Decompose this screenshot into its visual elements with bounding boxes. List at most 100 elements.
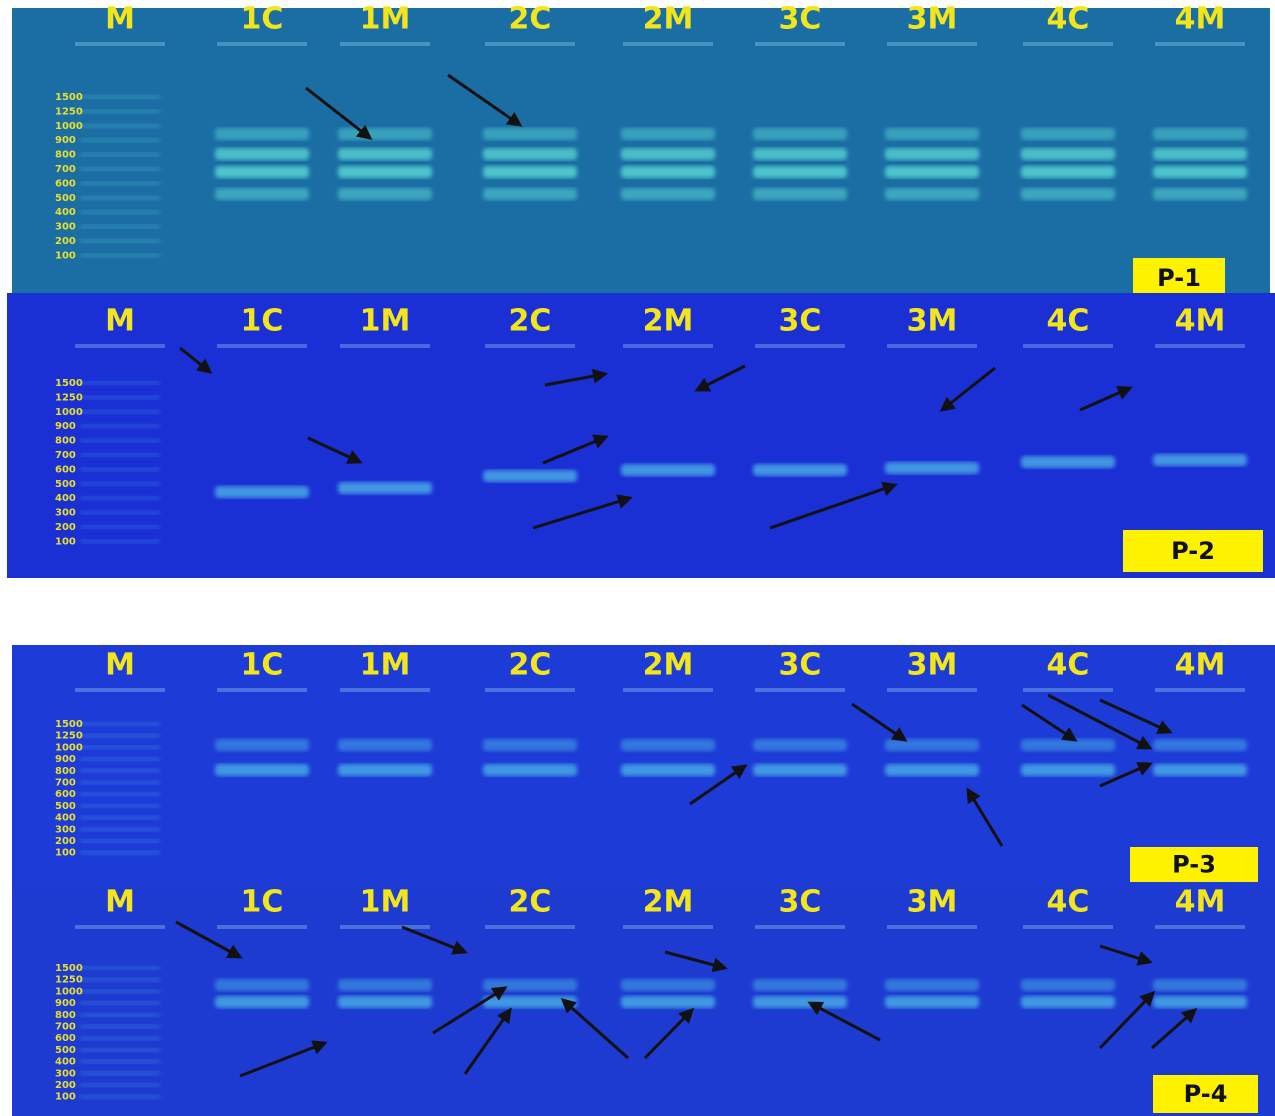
- ladder-band: [80, 816, 160, 820]
- band: [483, 739, 577, 751]
- marker-size-label: 1000: [55, 986, 83, 997]
- band: [753, 188, 847, 200]
- ladder-band: [80, 239, 160, 243]
- marker-size-label: 500: [55, 1045, 76, 1056]
- marker-size-label: 1250: [55, 731, 83, 742]
- lane-label: 3M: [907, 2, 958, 37]
- marker-size-label: 1000: [55, 742, 83, 753]
- marker-size-label: 900: [55, 135, 76, 146]
- marker-size-label: 400: [55, 207, 76, 218]
- lane-label: 1M: [360, 648, 411, 683]
- gel-panel: M1C1M2C2M3C3M4C4M15001250100090080070060…: [7, 293, 1275, 578]
- well: [1023, 688, 1113, 692]
- ladder-band: [80, 395, 160, 399]
- lane-label: 4M: [1175, 648, 1226, 683]
- lane-label: 4M: [1175, 885, 1226, 920]
- band: [483, 188, 577, 200]
- band: [1153, 979, 1247, 991]
- band: [1021, 979, 1115, 991]
- band: [215, 486, 309, 498]
- ladder-band: [80, 181, 160, 185]
- band: [885, 996, 979, 1008]
- band: [1153, 739, 1247, 751]
- well: [340, 925, 430, 929]
- lane-label: 3M: [907, 885, 958, 920]
- marker-size-label: 700: [55, 1022, 76, 1033]
- ladder-band: [80, 1036, 160, 1040]
- band: [1021, 764, 1115, 776]
- marker-size-label: 400: [55, 813, 76, 824]
- lane-label: 3C: [779, 648, 822, 683]
- lane-label: 3C: [779, 885, 822, 920]
- ladder-band: [80, 978, 160, 982]
- well: [75, 344, 165, 348]
- well: [1155, 925, 1245, 929]
- ladder-band: [80, 410, 160, 414]
- lane-label: M: [105, 304, 135, 339]
- marker-size-label: 1250: [55, 106, 83, 117]
- well: [217, 344, 307, 348]
- lane-label: 1C: [241, 648, 284, 683]
- band: [753, 128, 847, 140]
- band: [621, 979, 715, 991]
- marker-size-label: 800: [55, 1010, 76, 1021]
- marker-size-label: 900: [55, 754, 76, 765]
- well: [755, 688, 845, 692]
- band: [885, 462, 979, 474]
- lane-label: 2M: [643, 304, 694, 339]
- band: [483, 996, 577, 1008]
- band: [338, 996, 432, 1008]
- ladder-band: [80, 196, 160, 200]
- well: [623, 688, 713, 692]
- band: [885, 148, 979, 160]
- marker-size-label: 900: [55, 998, 76, 1009]
- ladder-band: [80, 1001, 160, 1005]
- ladder-band: [80, 722, 160, 726]
- lane-label: M: [105, 885, 135, 920]
- band: [215, 188, 309, 200]
- lane-label: 4C: [1047, 648, 1090, 683]
- well: [623, 925, 713, 929]
- marker-size-label: 500: [55, 193, 76, 204]
- ladder-band: [80, 225, 160, 229]
- lane-label: 3C: [779, 304, 822, 339]
- band: [1153, 996, 1247, 1008]
- ladder-band: [80, 804, 160, 808]
- ladder-band: [80, 734, 160, 738]
- ladder-band: [80, 757, 160, 761]
- ladder-band: [80, 124, 160, 128]
- lane-label: 1C: [241, 2, 284, 37]
- ladder-band: [80, 210, 160, 214]
- band: [1021, 166, 1115, 178]
- ladder-band: [80, 95, 160, 99]
- well: [1023, 344, 1113, 348]
- well: [887, 42, 977, 46]
- band: [215, 979, 309, 991]
- lane-label: M: [105, 2, 135, 37]
- ladder-band: [80, 769, 160, 773]
- well: [1155, 344, 1245, 348]
- lane-label: 2C: [509, 885, 552, 920]
- ladder-band: [80, 839, 160, 843]
- marker-size-label: 800: [55, 766, 76, 777]
- well: [1155, 688, 1245, 692]
- ladder-band: [80, 525, 160, 529]
- marker-size-label: 1250: [55, 392, 83, 403]
- ladder-band: [80, 167, 160, 171]
- lane-label: 4C: [1047, 304, 1090, 339]
- lane-label: 2C: [509, 648, 552, 683]
- band: [753, 739, 847, 751]
- well: [485, 344, 575, 348]
- band: [483, 470, 577, 482]
- band: [1153, 454, 1247, 466]
- band: [215, 764, 309, 776]
- gel-panel: M1C1M2C2M3C3M4C4M15001250100090080070060…: [12, 883, 1275, 1116]
- marker-size-label: 800: [55, 436, 76, 447]
- panel-label: P-1: [1157, 264, 1201, 292]
- ladder-band: [80, 467, 160, 471]
- well: [623, 344, 713, 348]
- band: [1021, 456, 1115, 468]
- lane-label: 1C: [241, 885, 284, 920]
- band: [483, 148, 577, 160]
- ladder-band: [80, 439, 160, 443]
